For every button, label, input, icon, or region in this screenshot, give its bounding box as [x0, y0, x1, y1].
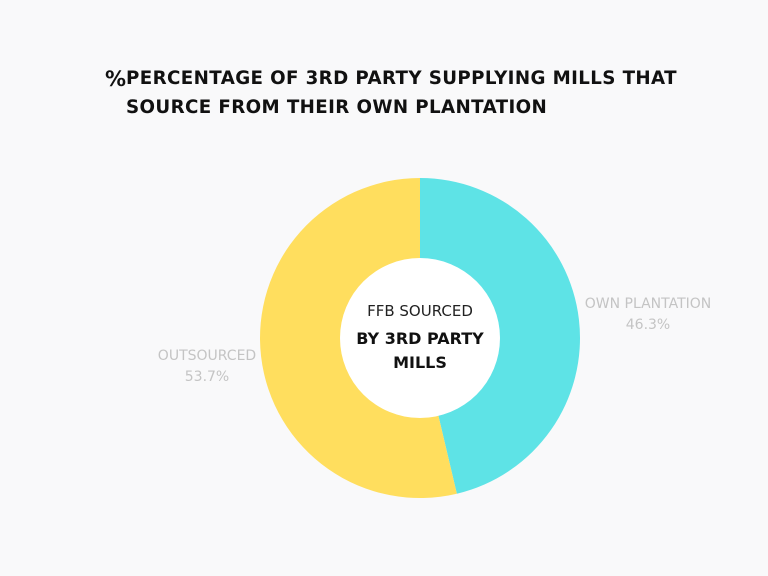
donut-hole	[340, 258, 500, 418]
slice-label-own-plantation: OWN PLANTATION	[585, 296, 712, 312]
slice-labels: OWN PLANTATION 46.3% OUTSOURCED 53.7%	[158, 296, 711, 385]
chart-title: PERCENTAGE OF 3RD PARTY SUPPLYING MILLS …	[126, 67, 678, 118]
slice-own-plantation	[420, 178, 581, 494]
percent-icon: %	[105, 67, 127, 91]
chart-title-block: % PERCENTAGE OF 3RD PARTY SUPPLYING MILL…	[105, 64, 745, 122]
center-label-line1: FFB SOURCED	[367, 302, 473, 320]
slice-label-outsourced: OUTSOURCED	[158, 348, 256, 364]
slice-value-own-plantation: 46.3%	[626, 317, 670, 333]
slice-value-outsourced: 53.7%	[185, 369, 229, 385]
center-label-line2: BY 3RD PARTY	[356, 329, 484, 348]
center-label-line3: MILLS	[393, 353, 447, 372]
